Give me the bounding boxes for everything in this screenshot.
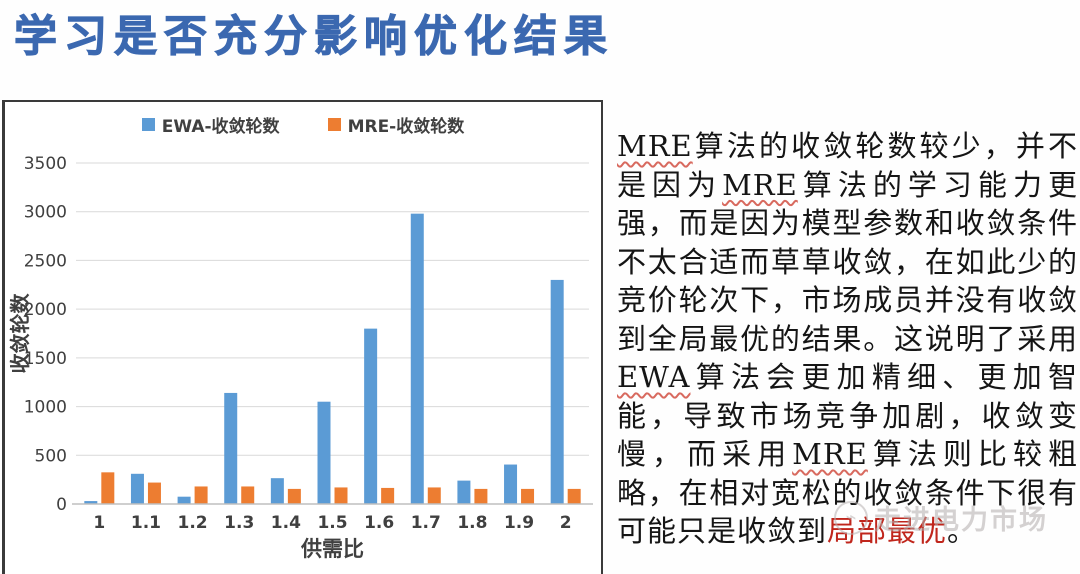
- chart-panel: EWA-收敛轮数 MRE-收敛轮数 0 500 1000 1500 2000 2500 30…: [2, 100, 603, 574]
- svg-text:收敛轮数: 收敛轮数: [8, 293, 32, 374]
- commentary-segment: 算法会更加精细、更加智能，导致市场竞争加剧，收敛变慢，而采用: [617, 360, 1078, 471]
- chart-legend: EWA-收敛轮数 MRE-收敛轮数: [5, 112, 601, 137]
- svg-text:1.5: 1.5: [317, 513, 347, 533]
- svg-text:1.2: 1.2: [178, 513, 208, 533]
- legend-label-mre: MRE-收敛轮数: [347, 117, 465, 137]
- svg-text:2000: 2000: [24, 300, 67, 320]
- svg-text:1.8: 1.8: [457, 513, 487, 533]
- commentary-segment: EWA: [617, 360, 691, 394]
- svg-text:2500: 2500: [24, 251, 67, 271]
- svg-text:1: 1: [93, 513, 105, 533]
- svg-text:供需比: 供需比: [300, 537, 364, 561]
- commentary-segment: 局部最优: [827, 514, 948, 548]
- commentary-segment: 算法的收敛轮数较少，并不是因为: [617, 129, 1078, 202]
- svg-text:1000: 1000: [24, 398, 67, 418]
- svg-text:0: 0: [56, 495, 67, 515]
- legend-label-ewa: EWA-收敛轮数: [161, 117, 280, 137]
- page-title: 学习是否充分影响优化结果: [14, 12, 614, 63]
- commentary-segment: 算法则比较粗略，在相对宽松的收敛条件下很有可能只是收敛到: [617, 437, 1078, 548]
- svg-text:2: 2: [560, 513, 572, 533]
- svg-text:3000: 3000: [24, 203, 67, 223]
- commentary-segment: MRE: [792, 437, 868, 471]
- svg-text:1.7: 1.7: [411, 513, 441, 533]
- svg-text:1500: 1500: [24, 349, 67, 369]
- legend-swatch-ewa-icon: [141, 118, 155, 131]
- commentary-segment: MRE: [722, 167, 798, 202]
- commentary-text: MRE算法的收敛轮数较少，并不是因为MRE算法的学习能力更强，而是因为模型参数和…: [617, 127, 1078, 567]
- legend-swatch-mre-icon: [327, 118, 341, 131]
- svg-text:1.3: 1.3: [224, 513, 254, 533]
- svg-text:1.6: 1.6: [364, 513, 394, 533]
- svg-text:500: 500: [35, 446, 67, 466]
- legend-item-mre: MRE-收敛轮数: [327, 112, 465, 137]
- commentary-segment: MRE: [617, 129, 693, 163]
- commentary-segment: 算法的学习能力更强，而是因为模型参数和收敛条件不太合适而草草收敛，在如此少的竞价…: [617, 167, 1078, 356]
- bar-chart: 0 500 1000 1500 2000 2500 3000 3500 1 1.1 1.2 1.3 1.…: [8, 154, 593, 561]
- svg-text:3500: 3500: [24, 154, 67, 174]
- svg-text:1.1: 1.1: [131, 513, 161, 533]
- svg-text:1.4: 1.4: [271, 513, 301, 533]
- commentary-segment: 。: [947, 514, 978, 548]
- svg-text:1.9: 1.9: [504, 513, 534, 533]
- legend-item-ewa: EWA-收敛轮数: [141, 112, 280, 137]
